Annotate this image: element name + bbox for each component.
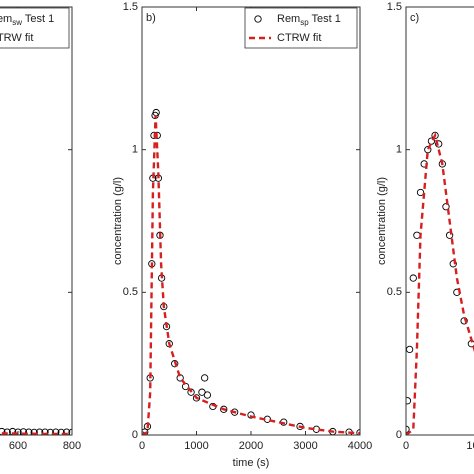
panel-label: c)	[410, 12, 419, 24]
legend-marker	[254, 15, 262, 23]
data-point	[25, 428, 33, 435]
data-point	[413, 231, 421, 239]
data-point	[171, 360, 179, 368]
data-point	[203, 391, 212, 399]
x-tick-label: 800	[63, 440, 81, 452]
y-tick-label: 0	[396, 429, 402, 441]
data-point	[406, 345, 414, 354]
data-point	[406, 397, 412, 405]
legend-label: Remsp Test 1	[277, 13, 341, 27]
data-point	[201, 374, 209, 382]
x-tick-label: 0	[139, 440, 145, 452]
fit-line	[1, 432, 72, 435]
x-tick-label: 2000	[239, 440, 263, 452]
data-point	[142, 428, 149, 435]
y-axis-label: concentration (g/l)	[112, 177, 124, 265]
panel-label: b)	[146, 12, 156, 24]
data-point	[220, 405, 228, 413]
data-point	[445, 231, 454, 239]
plot-frame	[405, 6, 474, 436]
data-point	[14, 428, 22, 435]
data-point	[187, 388, 195, 396]
x-tick-label: 3000	[293, 440, 317, 452]
fit-line	[406, 132, 474, 435]
y-tick-label: 1.5	[387, 1, 402, 13]
y-tick-label: 0.5	[387, 286, 402, 298]
y-tick-label: 1.5	[123, 1, 138, 13]
y-tick-label: 0.5	[123, 286, 138, 298]
y-tick-label: 0	[132, 429, 138, 441]
data-point	[52, 428, 60, 435]
data-point	[35, 428, 44, 435]
data-point	[442, 203, 450, 211]
y-tick-label: 1	[396, 144, 402, 156]
legend-label: CTRW fit	[277, 32, 321, 44]
data-point	[192, 394, 201, 402]
legend-label: CTRW fit	[0, 32, 33, 44]
x-tick-label: 1000	[466, 440, 474, 452]
data-point	[19, 428, 28, 435]
x-tick-label: 0	[403, 440, 409, 452]
data-point	[431, 131, 439, 140]
data-point	[57, 428, 65, 435]
x-axis-label: time (s)	[233, 457, 270, 469]
legend-box	[0, 7, 70, 49]
legend-label: Remsw Test 1	[0, 13, 54, 27]
data-point	[30, 428, 38, 435]
data-point	[41, 428, 49, 435]
data-point	[68, 428, 72, 435]
x-tick-label: 1000	[184, 440, 208, 452]
x-tick-label: 4000	[348, 440, 372, 452]
data-point	[416, 188, 425, 197]
data-point	[435, 140, 443, 148]
y-tick-label: 1	[132, 144, 138, 156]
plot-frame	[141, 6, 361, 436]
data-point	[449, 260, 457, 268]
y-axis-label: concentration (g/l)	[376, 177, 388, 265]
panel: 0 0.5 1 1.5 0 1000 2000 3000 4000 b) time (s) conce…	[112, 1, 372, 469]
data-point	[62, 428, 71, 435]
data-point	[406, 425, 410, 433]
legend-box	[244, 7, 358, 49]
plot-frame	[0, 6, 73, 436]
data-point	[409, 274, 417, 282]
x-tick-label: 600	[9, 440, 27, 452]
fit-line	[142, 115, 360, 435]
panel: 0 0.5 1 1.5 0 1000 c) concentration (g/l)	[376, 1, 474, 452]
data-point	[156, 231, 164, 239]
data-point	[247, 411, 255, 419]
data-point	[424, 146, 432, 154]
data-point	[46, 428, 55, 435]
